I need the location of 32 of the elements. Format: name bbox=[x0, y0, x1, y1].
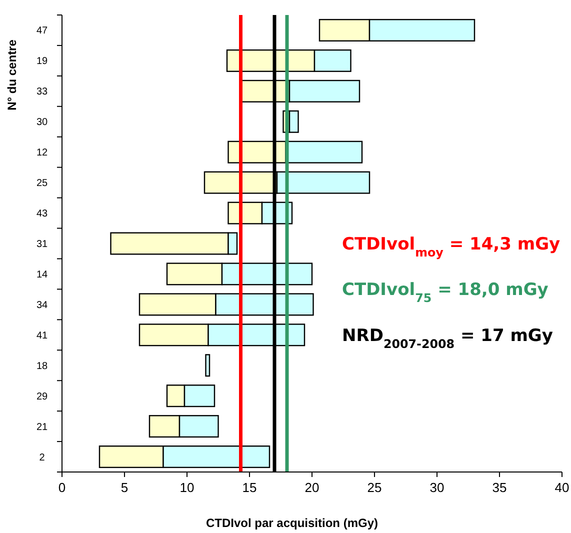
y-tick-label: 25 bbox=[36, 178, 48, 190]
y-tick-label: 29 bbox=[36, 391, 48, 402]
y-tick-label: 18 bbox=[36, 360, 48, 372]
x-tick-label: 10 bbox=[180, 480, 194, 495]
y-tick-label: 12 bbox=[36, 148, 48, 159]
y-tick-label: 34 bbox=[36, 300, 48, 311]
x-axis-title: CTDIvol par acquisition (mGy) bbox=[206, 516, 378, 530]
x-tick-label: 20 bbox=[304, 480, 320, 495]
ref-line-label: NRD$_{2007-2008}$ = 17 mGy bbox=[342, 326, 553, 351]
y-tick-label: 21 bbox=[36, 422, 48, 433]
y-tick-label: 43 bbox=[36, 208, 48, 220]
x-tick-label: 0 bbox=[58, 480, 66, 495]
x-tick-label: 35 bbox=[492, 480, 507, 495]
y-tick-label: 47 bbox=[36, 26, 48, 37]
bar bbox=[205, 354, 210, 377]
y-tick-label: 41 bbox=[36, 330, 48, 342]
y-tick-label: 2 bbox=[39, 452, 46, 464]
y-tick-label: 14 bbox=[36, 269, 48, 280]
bar bbox=[288, 80, 360, 102]
x-tick-label: 5 bbox=[120, 480, 128, 495]
x-tick-label: 25 bbox=[367, 480, 382, 495]
ref-line-label: CTDIvol$_{moy}$ = 14,3 mGy bbox=[342, 234, 560, 260]
y-tick-label: 19 bbox=[36, 56, 48, 68]
y-tick-label: 33 bbox=[36, 86, 48, 98]
ref-line-label: CTDIvol$_{75}$ = 18,0 mGy bbox=[342, 280, 548, 306]
y-axis-title: N° du centre bbox=[5, 39, 19, 110]
x-tick-label: 15 bbox=[242, 480, 257, 495]
x-tick-label: 30 bbox=[430, 480, 444, 495]
y-tick-label: 30 bbox=[36, 117, 48, 128]
bar bbox=[288, 110, 299, 133]
x-tick-label: 40 bbox=[554, 480, 570, 495]
y-tick-label: 31 bbox=[36, 239, 48, 250]
